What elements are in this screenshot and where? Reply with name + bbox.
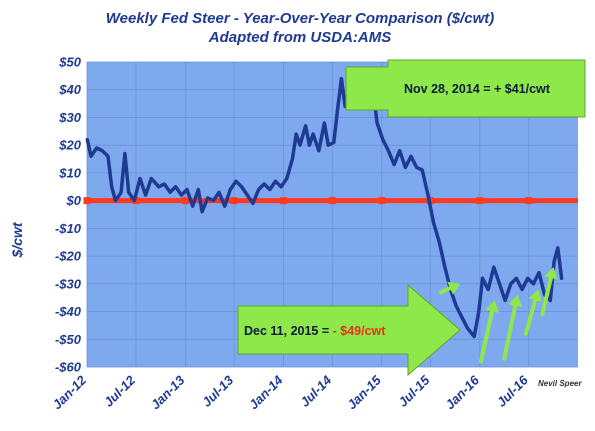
y-tick-label: -$60 bbox=[55, 360, 82, 375]
annotation-callout-trough: Dec 11, 2015 = - $49/cwt bbox=[237, 283, 461, 377]
x-tick-label: Jul-14 bbox=[297, 372, 335, 410]
chart-title: Weekly Fed Steer - Year-Over-Year Compar… bbox=[106, 10, 494, 27]
y-tick-label: $40 bbox=[58, 82, 81, 97]
x-tick-label: Jan-16 bbox=[442, 372, 482, 412]
y-tick-label: -$30 bbox=[55, 276, 82, 291]
series-line bbox=[85, 76, 564, 339]
credit-label: Nevil Speer bbox=[538, 379, 582, 388]
annotation-arrow-head bbox=[544, 267, 558, 280]
y-tick-label: $20 bbox=[58, 138, 81, 153]
zero-line-marker bbox=[328, 197, 336, 205]
y-tick-label: $50 bbox=[58, 55, 81, 70]
zero-line-marker bbox=[181, 197, 189, 205]
x-tick-label: Jan-14 bbox=[246, 372, 286, 412]
zero-line-marker bbox=[476, 197, 484, 205]
y-tick-label: $10 bbox=[58, 165, 81, 180]
x-tick-label: Jan-15 bbox=[344, 372, 384, 412]
annotation-arrow-shaft bbox=[502, 303, 518, 361]
x-tick-label: Jul-13 bbox=[199, 372, 237, 410]
callout-arrow-trough bbox=[237, 283, 461, 377]
zero-line-marker bbox=[378, 197, 386, 205]
x-tick-label: Jul-15 bbox=[395, 372, 433, 410]
zero-line-marker bbox=[83, 197, 91, 205]
annotation-arrow-shaft bbox=[439, 286, 453, 295]
annotation-arrow-head bbox=[447, 281, 461, 295]
x-tick-label: Jan-13 bbox=[148, 372, 188, 412]
x-tick-label: Jul-16 bbox=[494, 372, 532, 410]
callout-text-peak: Nov 28, 2014 = + $41/cwt bbox=[404, 82, 551, 96]
zero-line-marker bbox=[230, 197, 238, 205]
y-tick-label: $0 bbox=[66, 193, 82, 208]
y-tick-label: -$40 bbox=[55, 304, 82, 319]
callout-text-trough-value: - $49/cwt bbox=[333, 324, 387, 338]
y-tick-label: $30 bbox=[58, 110, 81, 125]
y-tick-label: -$20 bbox=[55, 249, 82, 264]
chart-subtitle: Adapted from USDA:AMS bbox=[208, 29, 392, 46]
y-tick-label: -$50 bbox=[55, 332, 82, 347]
annotation-arrow-shaft bbox=[523, 297, 538, 336]
callout-arrow-peak bbox=[345, 59, 586, 118]
annotation-arrows bbox=[439, 267, 558, 364]
x-axis-ticks: Jan-12 Jul-12 Jan-13 Jul-13 Jan-14 Jul-14 Jan-… bbox=[49, 372, 531, 412]
zero-line-marker bbox=[280, 197, 288, 205]
x-tick-label: Jan-12 bbox=[49, 372, 89, 412]
annotation-callout-peak: Nov 28, 2014 = + $41/cwt bbox=[345, 59, 586, 118]
x-tick-label: Jul-12 bbox=[101, 372, 139, 410]
annotation-arrow-head bbox=[528, 289, 542, 302]
zero-line-marker bbox=[525, 197, 533, 205]
y-axis-ticks: $50 $40 $30 $20 $10 $0 -$10 -$20 -$30 -$40 -$50 -$6… bbox=[55, 55, 82, 375]
annotation-arrow-shaft bbox=[478, 309, 495, 364]
svg-text:Dec 11, 2015 = - $49/cwt: Dec 11, 2015 = - $49/cwt bbox=[244, 324, 386, 338]
callout-text-trough-prefix: Dec 11, 2015 = bbox=[244, 324, 333, 338]
y-axis-label: $/cwt bbox=[9, 221, 25, 258]
y-tick-label: -$10 bbox=[55, 221, 82, 236]
annotation-arrow-head bbox=[485, 300, 500, 313]
annotation-arrow-shaft bbox=[540, 275, 553, 317]
annotation-arrow-head bbox=[508, 294, 523, 308]
